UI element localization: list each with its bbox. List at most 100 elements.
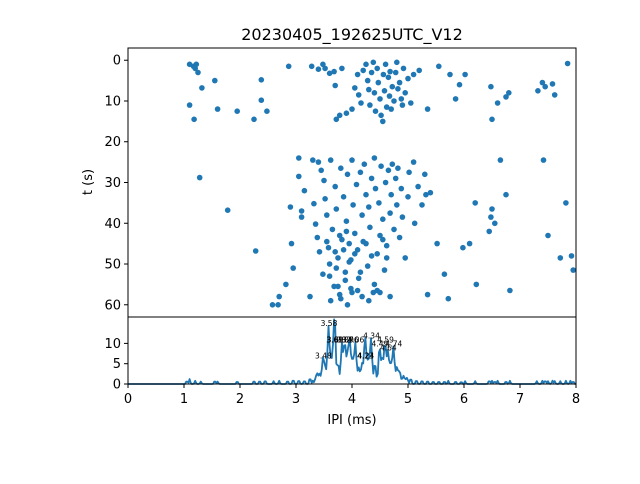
raster-point xyxy=(494,100,501,106)
raster-point xyxy=(473,281,480,288)
raster-point xyxy=(405,194,411,200)
raster-point xyxy=(331,283,337,290)
raster-point xyxy=(307,293,313,300)
raster-point xyxy=(427,189,434,196)
raster-point xyxy=(394,59,400,66)
raster-point xyxy=(398,185,405,192)
raster-point xyxy=(191,116,197,123)
raster-point xyxy=(371,90,378,96)
raster-point xyxy=(367,224,373,231)
raster-point xyxy=(349,106,355,112)
raster-point xyxy=(192,65,198,72)
raster-point xyxy=(352,85,358,91)
raster-point xyxy=(353,181,360,188)
raster-point xyxy=(326,273,333,280)
raster-point xyxy=(336,232,343,239)
raster-point xyxy=(466,240,473,247)
raster-point xyxy=(383,104,390,110)
raster-point xyxy=(377,289,383,296)
raster-point xyxy=(399,214,406,220)
raster-point xyxy=(363,61,369,68)
raster-point xyxy=(354,287,361,294)
x-axis-ticks: 0 1 2 3 4 5 6 7 8 xyxy=(124,384,580,407)
raster-point xyxy=(422,171,428,178)
raster-point xyxy=(381,267,388,273)
raster-point xyxy=(354,71,361,78)
raster-point xyxy=(312,221,319,227)
raster-point xyxy=(452,96,459,102)
raster-point xyxy=(408,100,414,106)
raster-point xyxy=(392,69,399,76)
raster-point xyxy=(344,171,351,178)
raster-point xyxy=(252,248,259,254)
raster-point xyxy=(339,65,345,72)
raster-point xyxy=(359,293,365,300)
raster-point xyxy=(332,249,339,255)
raster-point xyxy=(212,77,218,84)
raster-point xyxy=(462,71,468,78)
x-axis-label: IPI (ms) xyxy=(327,413,376,428)
raster-point xyxy=(380,216,386,222)
y-tick-label-top: 30 xyxy=(104,176,121,191)
raster-point xyxy=(372,108,379,114)
raster-point xyxy=(489,116,495,123)
raster-point xyxy=(410,71,417,78)
y-tick-label-bottom: 5 xyxy=(113,357,121,372)
raster-point xyxy=(416,67,423,74)
raster-point xyxy=(368,253,375,259)
raster-point xyxy=(269,302,276,308)
raster-point xyxy=(396,234,403,241)
raster-point xyxy=(363,191,369,198)
raster-point xyxy=(387,68,393,75)
raster-point xyxy=(396,79,403,86)
raster-point xyxy=(503,94,509,100)
peak-label: 3.68 xyxy=(326,335,343,344)
raster-point xyxy=(296,155,302,161)
raster-point xyxy=(410,159,417,165)
raster-point xyxy=(386,93,393,99)
raster-point xyxy=(366,204,372,210)
raster-point xyxy=(411,220,418,227)
raster-point xyxy=(332,183,339,190)
raster-point xyxy=(308,63,315,70)
raster-point xyxy=(343,110,350,116)
raster-point xyxy=(460,244,466,251)
raster-point xyxy=(234,108,240,114)
raster-point xyxy=(364,263,371,269)
raster-point xyxy=(359,212,365,218)
raster-point xyxy=(387,210,393,216)
x-tick-label: 4 xyxy=(348,392,356,407)
raster-point xyxy=(343,218,350,224)
raster-point xyxy=(285,63,292,70)
raster-point xyxy=(251,116,257,123)
raster-point xyxy=(486,228,493,235)
raster-point xyxy=(371,281,378,288)
x-tick-label: 6 xyxy=(460,392,468,407)
raster-point xyxy=(258,77,265,83)
raster-point xyxy=(321,177,327,184)
raster-point xyxy=(535,88,541,94)
raster-point xyxy=(326,261,333,267)
chart-title: 20230405_192625UTC_V12 xyxy=(241,25,463,45)
raster-point xyxy=(366,297,372,304)
raster-point xyxy=(564,60,571,67)
raster-point xyxy=(333,206,340,212)
raster-point xyxy=(340,194,347,200)
raster-point xyxy=(549,81,556,87)
raster-point xyxy=(503,191,509,198)
raster-point xyxy=(329,226,336,233)
raster-point xyxy=(342,269,349,276)
raster-point xyxy=(387,293,393,300)
raster-point xyxy=(378,112,384,119)
raster-point xyxy=(381,88,388,94)
raster-point xyxy=(338,295,344,302)
histogram-panel: 3.48 3.58 3.683.693.823.873.964.06 4.234.24… xyxy=(104,316,580,428)
raster-point xyxy=(333,116,340,123)
raster-point xyxy=(335,283,341,290)
raster-point xyxy=(357,169,364,176)
y-tick-label-bottom: 10 xyxy=(104,337,121,352)
raster-point xyxy=(568,253,575,259)
raster-point xyxy=(340,247,347,253)
y-axis-ticks-bottom: 0 5 10 xyxy=(104,337,128,393)
